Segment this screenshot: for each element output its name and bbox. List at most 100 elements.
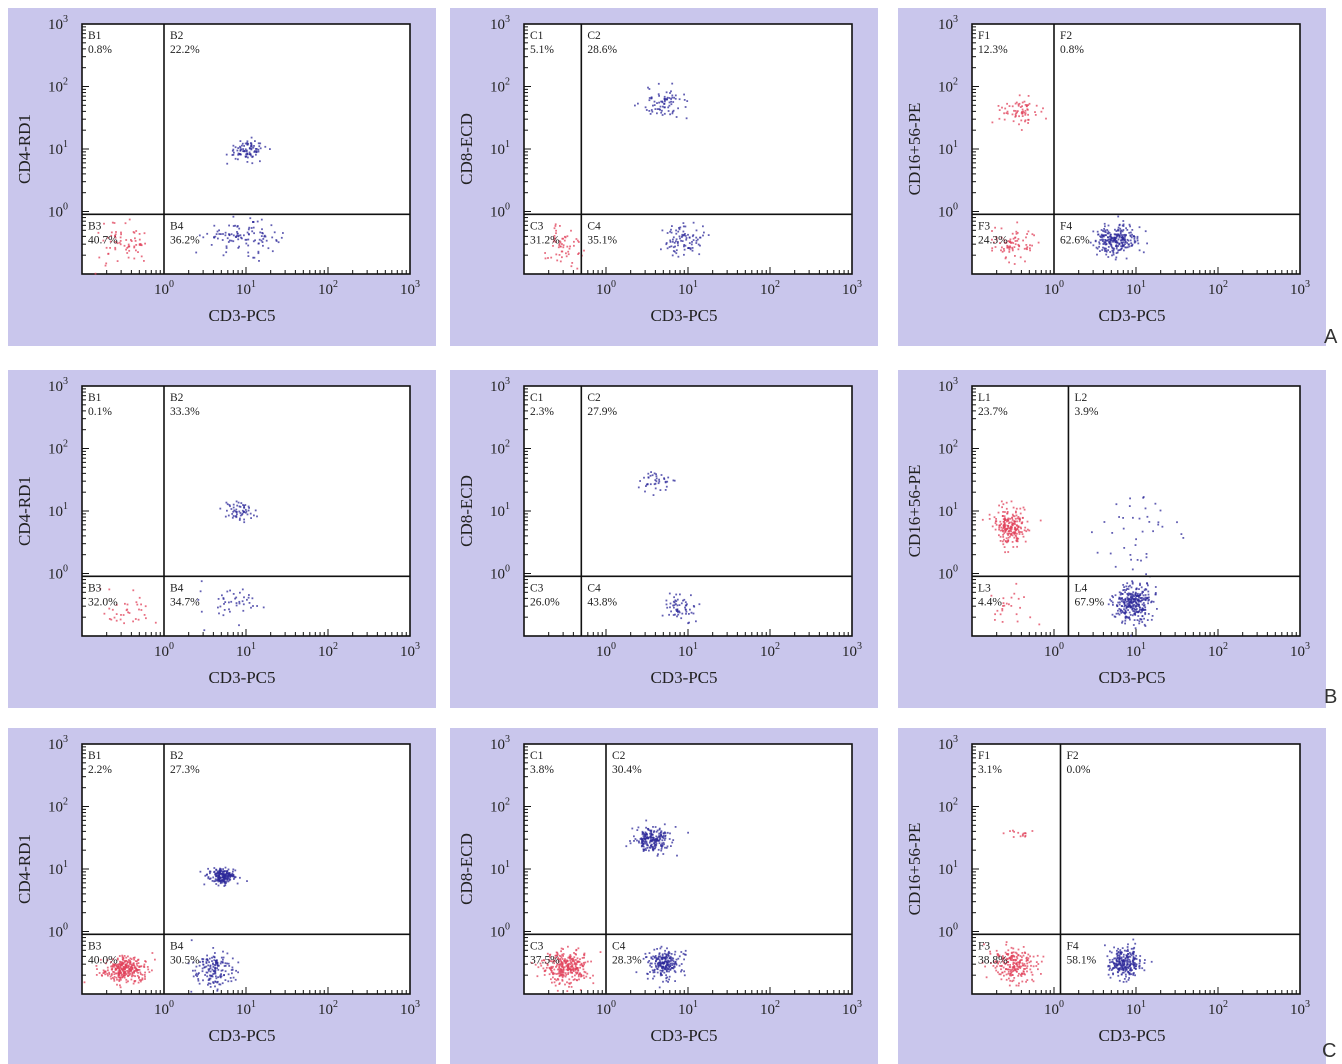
event-dot (1016, 221, 1019, 224)
event-dot (1020, 959, 1023, 961)
event-dot (121, 976, 124, 978)
event-dot (110, 234, 113, 237)
event-dot (1004, 107, 1007, 110)
event-dot (255, 148, 257, 150)
event-dot (1015, 539, 1018, 542)
event-dot (275, 239, 278, 241)
event-dot (1019, 955, 1022, 957)
event-dot (1124, 236, 1126, 238)
event-dot (1123, 586, 1125, 588)
event-dot (225, 501, 228, 504)
event-dot (1002, 536, 1005, 538)
event-dot (646, 977, 649, 980)
event-dot (646, 843, 648, 846)
event-dot (1024, 540, 1027, 543)
event-dot (673, 606, 675, 609)
event-dot (672, 246, 675, 249)
event-dot (1124, 973, 1127, 976)
event-dot (1114, 565, 1117, 568)
event-dot (1015, 537, 1018, 539)
axis-ticks (81, 388, 407, 637)
event-dot (657, 482, 660, 485)
event-dot (235, 500, 238, 503)
event-dot (215, 872, 218, 875)
event-dot (1108, 232, 1111, 234)
event-dot (684, 106, 687, 108)
event-dot (241, 588, 244, 591)
event-dot (127, 972, 130, 975)
event-dot (1010, 946, 1013, 949)
event-dot (692, 234, 695, 236)
event-dot (656, 108, 659, 110)
event-dot (237, 152, 240, 155)
event-dot (1021, 956, 1023, 959)
event-dot (1015, 507, 1018, 510)
event-dot (1121, 966, 1123, 969)
event-dot (554, 957, 557, 959)
event-dot (246, 143, 249, 146)
event-dot (1121, 593, 1124, 595)
event-dot (1015, 529, 1017, 532)
event-dot (576, 957, 579, 960)
event-dot (1011, 541, 1014, 543)
event-dot (139, 973, 142, 975)
event-dot (555, 979, 558, 982)
event-dot (688, 236, 691, 239)
quadrant-percent: 5.1% (530, 44, 554, 56)
event-dot (1014, 517, 1017, 520)
quadrant-name: B3 (88, 220, 102, 232)
event-dot (213, 956, 216, 959)
event-dot (112, 963, 115, 966)
event-dot (545, 966, 548, 969)
event-dot (1125, 246, 1128, 249)
event-dot (1029, 616, 1032, 619)
event-dot (1021, 531, 1023, 533)
event-dot (1127, 592, 1130, 595)
event-dot (1015, 511, 1017, 514)
event-dot (644, 842, 647, 845)
event-dot (1138, 965, 1141, 967)
event-dot (1119, 963, 1122, 965)
y-tick-label: 101 (490, 139, 510, 158)
quadrant-percent: 27.9% (587, 406, 617, 418)
y-tick-label: 102 (938, 77, 958, 96)
event-dot (560, 961, 563, 963)
event-dot (117, 965, 120, 968)
event-dot (1023, 529, 1026, 532)
event-dot (206, 975, 209, 978)
event-dot (573, 952, 575, 954)
event-dot (1144, 598, 1147, 601)
event-dot (658, 952, 661, 955)
event-dot (227, 868, 230, 871)
event-dot (114, 233, 117, 236)
event-dot (1112, 253, 1115, 256)
event-dot (1122, 241, 1125, 244)
event-dot (133, 956, 136, 959)
event-dot (246, 161, 249, 163)
event-dot (583, 956, 585, 959)
event-dot (1008, 603, 1010, 606)
event-dot (564, 983, 566, 986)
event-dot (994, 246, 997, 248)
event-dot (1000, 227, 1003, 230)
x-tick-label: 100 (154, 999, 174, 1018)
event-dot (1118, 591, 1121, 594)
event-dot (656, 102, 658, 104)
event-dot (1017, 984, 1020, 987)
event-dot (1020, 527, 1022, 530)
event-dot (224, 979, 227, 981)
event-dot (1127, 597, 1129, 600)
event-dot (197, 973, 199, 976)
event-dot (1099, 235, 1101, 238)
event-dot (1006, 968, 1009, 971)
event-dot (692, 612, 695, 615)
event-dot (1154, 502, 1157, 505)
event-dot (133, 958, 135, 961)
event-dot (1131, 580, 1133, 583)
event-dot (670, 845, 672, 847)
x-tick-label: 103 (842, 641, 862, 660)
event-dot (243, 511, 245, 513)
event-dot (232, 593, 235, 595)
event-dot (1004, 525, 1007, 528)
event-dot (646, 827, 649, 830)
